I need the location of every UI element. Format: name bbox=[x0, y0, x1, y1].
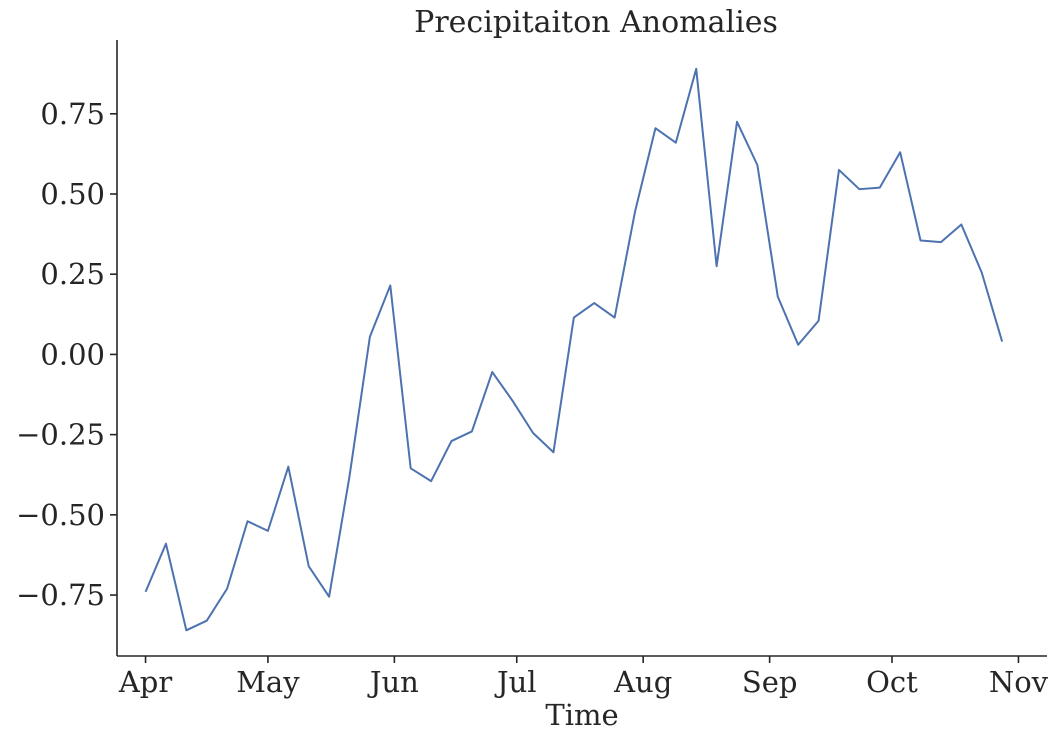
series-line bbox=[144, 67, 1004, 632]
x-tick-label: Nov bbox=[989, 665, 1049, 699]
x-tick-label: Apr bbox=[118, 665, 173, 699]
y-tick-label: −0.50 bbox=[16, 498, 105, 532]
x-tick-label: Sep bbox=[742, 665, 798, 699]
y-tick-label: −0.25 bbox=[16, 418, 105, 452]
y-tick-label: −0.75 bbox=[16, 578, 105, 612]
x-tick-label: Jun bbox=[367, 665, 419, 699]
plot-area bbox=[144, 67, 1004, 632]
x-axis: Apr May Jun Jul Aug Sep Oct Nov bbox=[117, 655, 1049, 699]
x-tick-label: May bbox=[236, 665, 300, 699]
x-tick-label: Jul bbox=[494, 665, 537, 699]
y-tick-label: 0.25 bbox=[40, 257, 105, 291]
y-tick-label: 0.75 bbox=[40, 97, 105, 131]
y-axis: −0.75 −0.50 −0.25 0.00 0.25 0.50 0.75 bbox=[16, 40, 118, 656]
y-tick-label: 0.00 bbox=[40, 337, 105, 371]
chart-title: Precipitaiton Anomalies bbox=[414, 5, 778, 40]
x-tick-label: Oct bbox=[866, 665, 918, 699]
x-axis-label: Time bbox=[545, 698, 618, 732]
y-tick-label: 0.50 bbox=[40, 177, 105, 211]
x-tick-label: Aug bbox=[613, 665, 672, 699]
